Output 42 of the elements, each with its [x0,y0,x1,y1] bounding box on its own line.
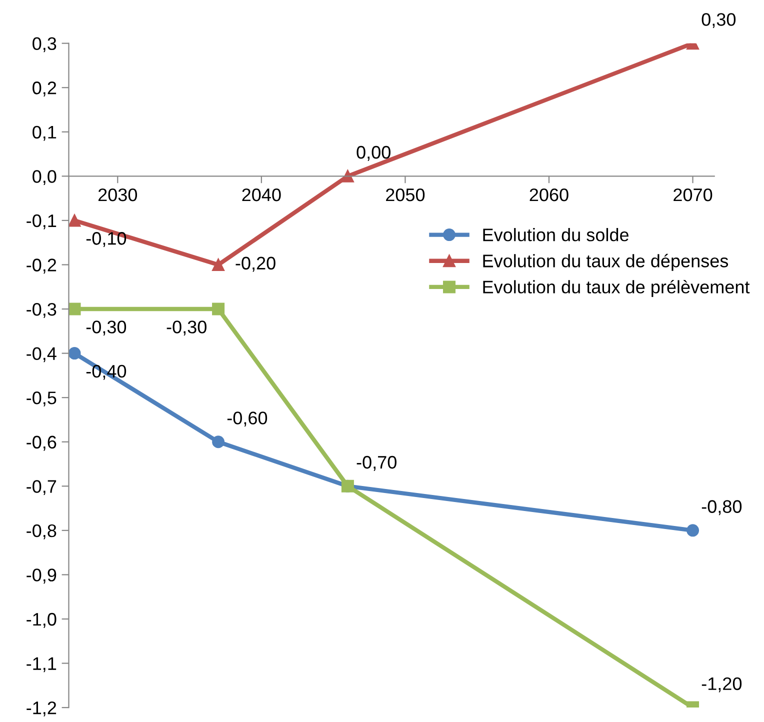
data-label: 0,30 [702,13,736,28]
point [68,347,81,360]
y-tick-label: -0,2 [26,258,56,274]
legend-label: Evolution du taux de prélèvement [483,280,750,298]
y-tick-label: -0,1 [26,214,56,230]
x-tick-label: 2040 [242,188,281,202]
point [212,258,225,271]
y-tick-label: -0,3 [26,302,56,318]
point [341,170,354,182]
point [68,214,81,227]
x-tick-label: 2060 [530,188,568,202]
point [212,302,225,316]
y-tick-label: -0,6 [26,436,56,451]
y-tick-label: -1,0 [26,612,56,628]
y-tick-label: 0,0 [32,170,56,186]
y-tick-label: 0,1 [32,126,56,141]
legend-label: Evolution du taux de dépenses [483,254,728,271]
y-tick-label: -0,4 [26,347,56,362]
y-tick-label: -0,5 [26,392,56,406]
x-tick-label: 2030 [98,188,138,202]
data-label: -1,20 [702,677,742,692]
data-label: -0,30 [86,320,126,336]
y-tick-label: 0,2 [32,82,56,96]
data-label: -0,60 [227,412,268,427]
x-tick-label: 2070 [674,188,712,202]
data-label: -0,10 [86,232,126,247]
y-tick-label: -1,1 [26,657,56,672]
data-label: 0,00 [356,146,390,161]
data-label: -0,30 [166,320,206,336]
point [686,524,700,537]
y-tick-label: -1,2 [26,701,56,716]
y-tick-label: -0,7 [26,480,56,495]
data-label: -0,20 [236,256,276,272]
data-label: -0,70 [356,456,396,471]
data-label: -0,80 [702,500,742,516]
legend-label: Evolution du solde [483,228,629,242]
point [68,302,81,316]
x-tick-label: 2050 [386,188,425,202]
y-tick-label: 0,3 [32,37,56,52]
y-tick-label: -0,9 [26,568,56,584]
y-tick-label: -0,8 [26,524,56,540]
point [212,436,225,448]
